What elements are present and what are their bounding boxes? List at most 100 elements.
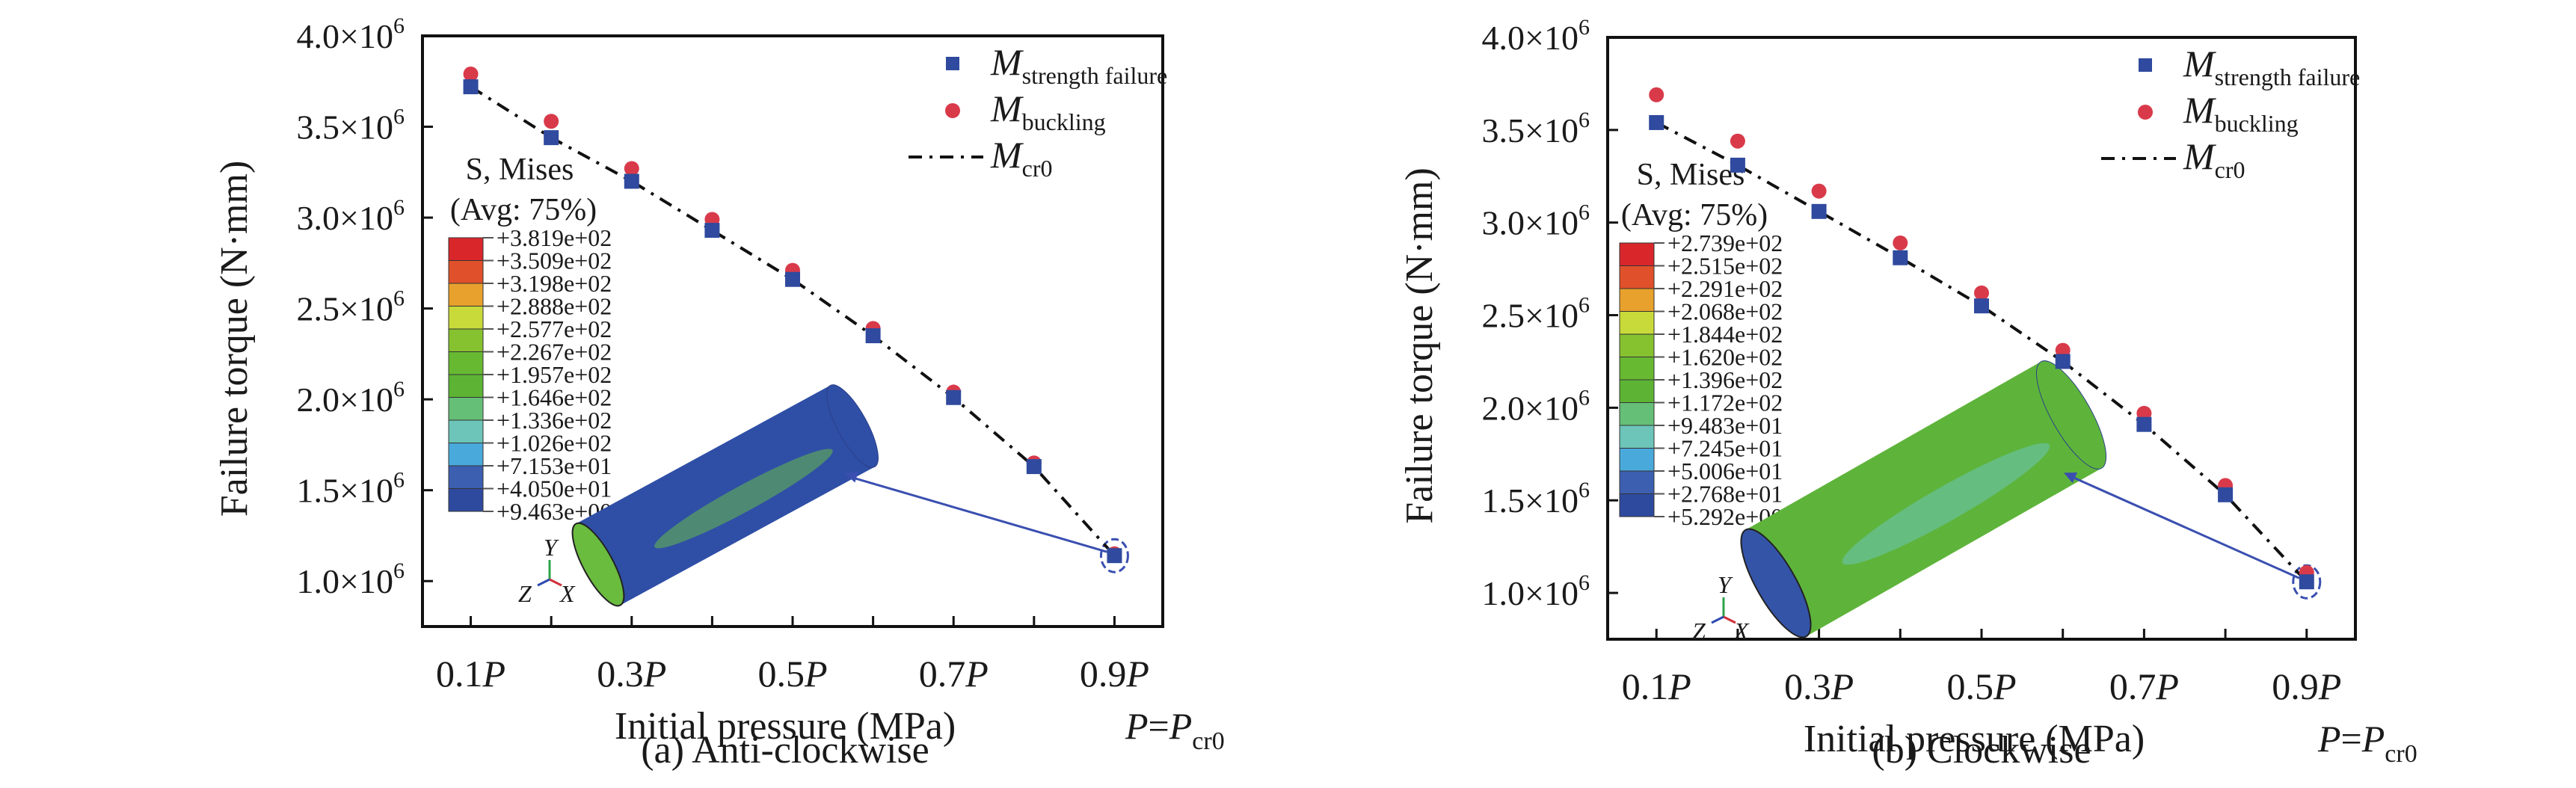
point-m-strength-failure [785,271,800,287]
contour-level-label: +3.198e+02 [497,270,612,297]
contour-level-label: +3.819e+02 [497,224,612,251]
contour-title: S, Mises [466,153,574,187]
triad-label-x: X [559,580,576,607]
y-tick-label: 2.0×106 [297,377,405,419]
contour-level-label: +1.844e+02 [1667,321,1783,348]
contour-band [448,465,484,489]
callout-arrow [853,476,1107,553]
legend-marker-square [2139,58,2152,72]
legend-marker-circle [945,103,960,118]
point-m-buckling [624,161,639,176]
contour-band [1619,379,1655,403]
contour-level-label: +7.245e+01 [1667,435,1783,462]
contour-level-label: +7.153e+01 [497,452,612,479]
contour-band [1619,311,1655,335]
point-m-strength-failure [1730,157,1745,173]
point-m-strength-failure [704,223,720,238]
contour-band [1619,242,1655,266]
legend-label: Mstrength failure [2183,43,2360,90]
x-tick-label: 0.7P [919,653,989,695]
legend-marker-circle [2138,105,2153,120]
triad-label-z: Z [1692,618,1706,644]
y-tick-label: 3.0×106 [1482,200,1590,242]
legend-label: Mcr0 [2183,135,2245,183]
point-m-buckling [1893,235,1908,250]
contour-band [448,351,484,375]
contour-level-label: +2.768e+01 [1667,481,1783,508]
triad-z-axis [1711,615,1724,624]
contour-band [448,397,484,421]
cylinder-far-end [826,384,879,468]
x-tick-label: 0.5P [757,653,827,695]
point-m-strength-failure [2136,416,2152,432]
pcr0-annotation: P=Pcr0 [2317,718,2417,768]
y-tick-label: 1.5×106 [1482,478,1590,520]
contour-band [448,443,484,467]
contour-level-label: +2.515e+02 [1667,253,1783,280]
triad-label-y: Y [544,534,559,561]
legend-label: Mstrength failure [990,41,1167,89]
point-m-strength-failure [463,79,479,95]
legend-label: Mcr0 [990,134,1053,182]
cylinder-near-end [571,522,625,607]
contour-band [1619,402,1655,426]
y-tick-label: 1.0×106 [1482,570,1590,612]
pcr0-annotation: P=Pcr0 [1125,705,1225,755]
contour-subtitle: (Avg: 75%) [1621,198,1768,233]
point-m-buckling [1730,133,1745,149]
y-tick-label: 4.0×106 [297,13,405,55]
callout-arrowhead [845,471,858,483]
contour-level-label: +2.267e+02 [497,339,612,366]
point-m-strength-failure [2299,574,2314,590]
point-m-strength-failure [624,173,639,189]
x-tick-label: 0.9P [2272,665,2341,707]
contour-band [1619,448,1655,472]
contour-level-label: +2.888e+02 [497,293,612,320]
contour-level-label: +2.068e+02 [1667,298,1783,325]
x-tick-label: 0.3P [597,653,666,695]
series-line-mcr0 [470,85,1116,557]
x-tick-label: 0.5P [1946,665,2016,707]
x-axis-title: Initial pressure (MPa) [1804,718,2145,760]
contour-band [1619,265,1655,289]
contour-level-label: +1.026e+02 [497,430,612,457]
y-tick-label: 3.5×106 [1482,108,1590,150]
contour-level-label: +3.509e+02 [497,247,612,274]
contour-title: S, Mises [1637,158,1745,192]
contour-band [448,306,484,330]
point-m-strength-failure [2218,487,2234,502]
contour-band [448,374,484,398]
y-axis-title: Failure torque (N·mm) [1398,167,1441,524]
panel-caption: (a) Anti-clockwise [641,729,929,772]
contour-level-label: +1.620e+02 [1667,344,1783,371]
contour-band [1619,493,1655,517]
panel-caption: (b) Clockwise [1872,729,2091,772]
point-m-strength-failure [2055,354,2071,369]
contour-band [1619,288,1655,312]
contour-band [448,260,484,284]
contour-band [448,237,484,261]
legend-label: Mbuckling [2183,89,2299,137]
triad-label-y: Y [1718,571,1733,598]
point-m-buckling [1974,285,1989,301]
triad-z-axis [537,578,550,587]
legend-marker-square [946,57,959,70]
point-m-strength-failure [946,390,962,405]
point-m-strength-failure [865,328,881,344]
y-tick-label: 3.5×106 [297,105,405,147]
contour-band [1619,333,1655,357]
contour-band [1619,425,1655,449]
contour-band [448,488,484,512]
x-tick-label: 0.9P [1080,653,1149,695]
contour-level-label: +2.739e+02 [1667,230,1783,256]
point-m-strength-failure [1649,114,1664,130]
point-m-strength-failure [1026,459,1042,475]
contour-level-label: +1.172e+02 [1667,390,1783,416]
triad-label-x: X [1733,618,1750,644]
y-tick-label: 2.5×106 [297,286,405,328]
y-tick-label: 3.0×106 [297,195,405,237]
point-m-strength-failure [1893,250,1908,265]
